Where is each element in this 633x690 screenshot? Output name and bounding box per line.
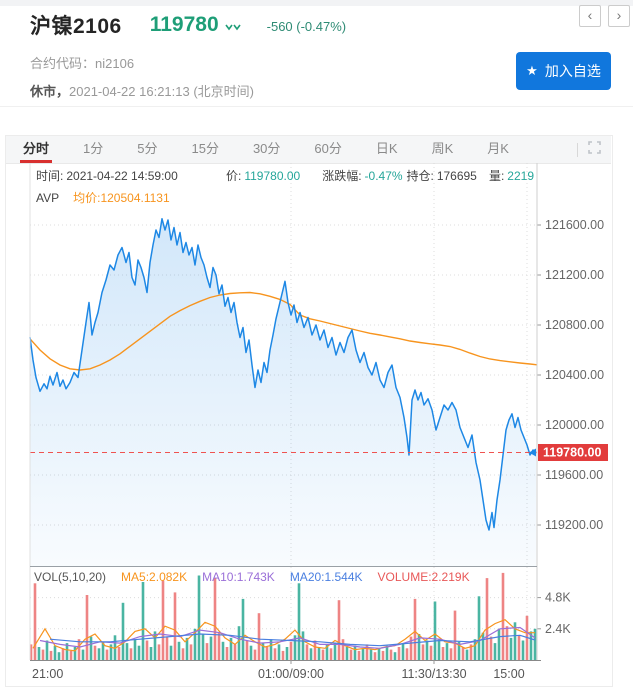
svg-text:120400.00: 120400.00 (545, 368, 604, 382)
svg-text:4.8K: 4.8K (545, 591, 571, 605)
svg-text:121600.00: 121600.00 (545, 218, 604, 232)
svg-text:01:00/09:00: 01:00/09:00 (258, 667, 324, 681)
vol-params-label: VOL(5,10,20) (34, 570, 107, 584)
contract-code-value: ni2106 (95, 56, 135, 71)
prev-contract-button[interactable]: ‹ (579, 5, 601, 27)
quote-datetime: 2021-04-22 16:21:13 (北京时间) (69, 84, 254, 99)
tab-15min[interactable]: 15分 (191, 141, 219, 156)
svg-text:119600.00: 119600.00 (545, 468, 603, 482)
tab-timeline[interactable]: 分时 (6, 136, 66, 163)
price-value: 119780.00 (244, 169, 301, 183)
vol-ma20-label: MA20:1.544K (289, 570, 363, 584)
price-label: 价: (226, 169, 242, 183)
last-price: 119780 (149, 13, 219, 36)
market-status: 休市， (30, 84, 70, 99)
time-value: 2021-04-22 14:59:00 (66, 169, 178, 183)
header-divider (0, 106, 633, 107)
svg-text:119200.00: 119200.00 (545, 518, 603, 532)
svg-text:15:00: 15:00 (493, 667, 524, 681)
volume-value: 2219 (507, 169, 534, 183)
avp-label: AVP (36, 191, 60, 205)
tabbar-divider (577, 142, 578, 157)
chart-svg[interactable]: 121600.00 121200.00 120800.00 120400.00 1200… (0, 163, 633, 690)
volume-legend: VOL(5,10,20) MA5:2.082K MA10:1.743K MA20… (34, 570, 470, 584)
tab-60min[interactable]: 60分 (314, 141, 342, 156)
change-pct-label: 涨跌幅: (322, 169, 362, 183)
tabbar-tools (577, 140, 611, 159)
contract-code-row: 合约代码：ni2106 (30, 53, 134, 72)
svg-text:21:00: 21:00 (32, 667, 63, 681)
tab-weekly-k[interactable]: 周K (431, 141, 454, 156)
svg-text:2.4K: 2.4K (545, 622, 571, 636)
quote-info-row2: AVP 均价:120504.1131 (36, 188, 534, 209)
vol-ma10-label: MA10:1.743K (202, 570, 275, 584)
tab-5min[interactable]: 5分 (137, 141, 158, 156)
fullscreen-icon[interactable] (588, 140, 601, 159)
vol-ma5-label: MA5:2.082K (121, 570, 188, 584)
quote-info-bar: 时间: 2021-04-22 14:59:00 价: 119780.00 涨跌幅: -… (36, 166, 534, 209)
add-watchlist-button[interactable]: ★ 加入自选 (516, 52, 611, 90)
tab-daily-k[interactable]: 日K (375, 141, 398, 156)
svg-text:11:30/13:30: 11:30/13:30 (401, 667, 466, 681)
vol-volume-label: VOLUME:2.219K (377, 570, 470, 584)
contract-code-label: 合约代码： (30, 56, 96, 71)
svg-text:120800.00: 120800.00 (545, 318, 604, 332)
svg-text:119780.00: 119780.00 (543, 446, 601, 460)
header-title-row: 沪镍2106 119780 -560 (-0.47%) (30, 10, 346, 40)
star-icon: ★ (526, 63, 538, 78)
page-top-strip (0, 0, 633, 6)
contract-title: 沪镍2106 (30, 15, 122, 38)
quote-info-row1: 时间: 2021-04-22 14:59:00 价: 119780.00 涨跌幅: -… (36, 166, 534, 187)
add-watchlist-label: 加入自选 (544, 63, 601, 79)
period-tabbar: 分时 1分 5分 15分 30分 60分 日K 周K 月K (6, 136, 611, 164)
tab-30min[interactable]: 30分 (252, 141, 281, 156)
open-interest-label: 持仓: (406, 169, 434, 183)
avp-value: 均价:120504.1131 (73, 191, 170, 205)
tab-monthly-k[interactable]: 月K (487, 141, 509, 156)
market-status-row: 休市，2021-04-22 16:21:13 (北京时间) (30, 81, 254, 100)
svg-text:120000.00: 120000.00 (545, 418, 604, 432)
open-interest-value: 176695 (436, 169, 477, 183)
svg-text:121200.00: 121200.00 (545, 268, 604, 282)
volume-label: 量: (488, 169, 505, 183)
price-down-chevrons-icon (225, 19, 241, 37)
price-change: -560 (-0.47%) (266, 19, 347, 34)
change-pct-value: -0.47% (364, 169, 403, 183)
tab-1min[interactable]: 1分 (83, 141, 104, 156)
header-nav: ‹ › (579, 5, 630, 27)
next-contract-button[interactable]: › (608, 5, 630, 27)
time-label: 时间: (36, 169, 64, 183)
